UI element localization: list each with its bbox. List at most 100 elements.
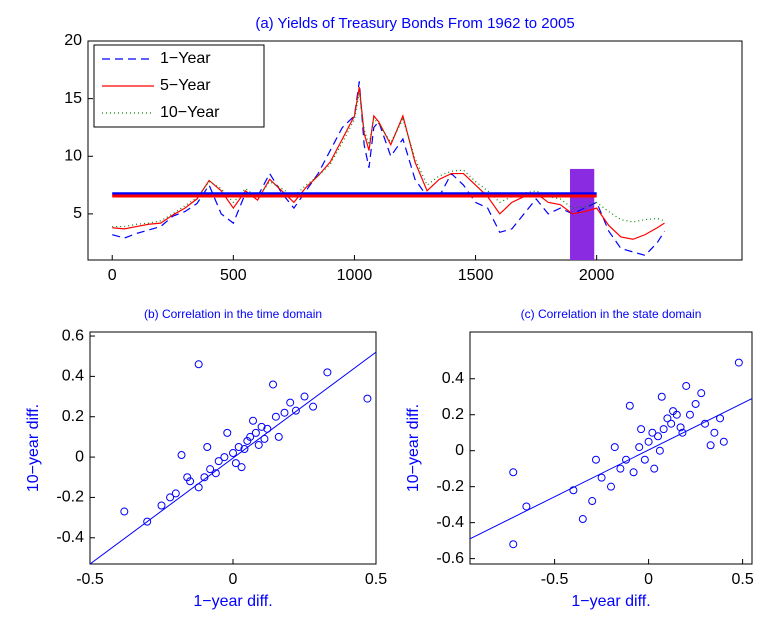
legend-label: 1−Year — [160, 50, 211, 67]
y-axis-label: 10−year diff. — [405, 404, 422, 492]
point — [206, 465, 215, 474]
y-tick-label: 0 — [455, 442, 464, 459]
point — [166, 493, 175, 502]
y-tick-label: -0.4 — [436, 514, 464, 531]
y-tick-label: 0.6 — [62, 327, 84, 344]
point — [269, 380, 278, 389]
point — [229, 449, 237, 458]
point — [211, 469, 220, 478]
point — [249, 416, 258, 425]
y-tick-label: 10 — [64, 147, 82, 164]
point — [637, 425, 646, 434]
highlight — [570, 168, 595, 260]
point — [622, 455, 631, 464]
point — [578, 515, 587, 524]
y-tick-label: 0.4 — [62, 368, 84, 385]
point — [254, 440, 263, 449]
x-tick-label: -0.5 — [541, 571, 569, 588]
point — [657, 392, 666, 401]
y-tick-label: 0.4 — [442, 370, 464, 387]
x-tick-label: 1500 — [458, 267, 494, 284]
point — [522, 502, 531, 511]
y-axis-label: 10−year diff. — [25, 404, 42, 492]
point — [648, 428, 657, 437]
y-tick-label: -0.2 — [56, 489, 84, 506]
y-tick-label: 0 — [75, 448, 84, 465]
plot-area — [470, 358, 752, 549]
point — [237, 463, 246, 472]
plot-area — [112, 81, 665, 260]
point — [716, 414, 725, 423]
point — [644, 437, 653, 446]
point — [701, 419, 709, 428]
point — [251, 428, 260, 437]
point — [203, 442, 212, 451]
point — [171, 489, 180, 498]
point — [710, 428, 719, 437]
chart-title: (b) Correlation in the time domain — [144, 307, 322, 321]
point — [597, 473, 606, 482]
y-tick-label: -0.4 — [56, 529, 84, 546]
point — [260, 434, 269, 443]
point — [591, 455, 600, 464]
point — [569, 486, 578, 495]
point — [291, 406, 300, 415]
point — [280, 408, 289, 417]
point — [588, 497, 597, 506]
point — [610, 443, 619, 452]
point — [616, 464, 625, 473]
point — [663, 414, 672, 423]
point — [183, 473, 192, 482]
x-tick-label: 1000 — [337, 267, 373, 284]
point — [697, 389, 706, 398]
point — [676, 423, 685, 432]
point — [220, 453, 229, 462]
y-tick-label: 15 — [64, 90, 82, 107]
point — [246, 432, 255, 441]
point — [669, 407, 678, 416]
point — [309, 402, 318, 411]
point — [667, 419, 676, 428]
point — [214, 457, 223, 466]
point — [509, 468, 518, 477]
point — [240, 445, 249, 454]
y-tick-label: 20 — [64, 32, 82, 49]
x-tick-label: -0.5 — [76, 571, 104, 588]
x-tick-label: 500 — [220, 267, 247, 284]
point — [243, 436, 252, 445]
x-tick-label: 0.5 — [731, 571, 753, 588]
axes-box — [89, 331, 377, 565]
point — [607, 482, 615, 491]
y-tick-label: 5 — [73, 205, 82, 222]
x-tick-label: 0 — [229, 571, 238, 588]
point — [650, 464, 659, 473]
point — [157, 501, 166, 510]
point — [685, 410, 694, 419]
x-axis-label: 1−year diff. — [571, 593, 650, 610]
point — [231, 459, 240, 468]
chart-title: (c) Correlation in the state domain — [521, 307, 702, 321]
point — [691, 399, 700, 408]
point — [734, 358, 743, 367]
point — [186, 477, 195, 486]
point — [363, 394, 372, 403]
point — [706, 441, 715, 450]
point — [678, 428, 687, 437]
x-tick-label: 0.5 — [365, 571, 387, 588]
fit-line — [470, 398, 752, 540]
point — [654, 432, 662, 441]
point — [635, 443, 644, 452]
chart-title: (a) Yields of Treasury Bonds From 1962 t… — [255, 15, 574, 32]
point — [274, 432, 283, 441]
fit-line — [90, 351, 376, 564]
point — [625, 401, 634, 410]
point — [223, 428, 232, 437]
y-tick-label: 0.2 — [62, 408, 84, 425]
point — [143, 517, 152, 526]
x-tick-label: 0 — [108, 267, 117, 284]
point — [200, 473, 209, 482]
legend-label: 5−Year — [160, 77, 211, 94]
point — [286, 398, 295, 407]
y-tick-label: 0.2 — [442, 406, 464, 423]
